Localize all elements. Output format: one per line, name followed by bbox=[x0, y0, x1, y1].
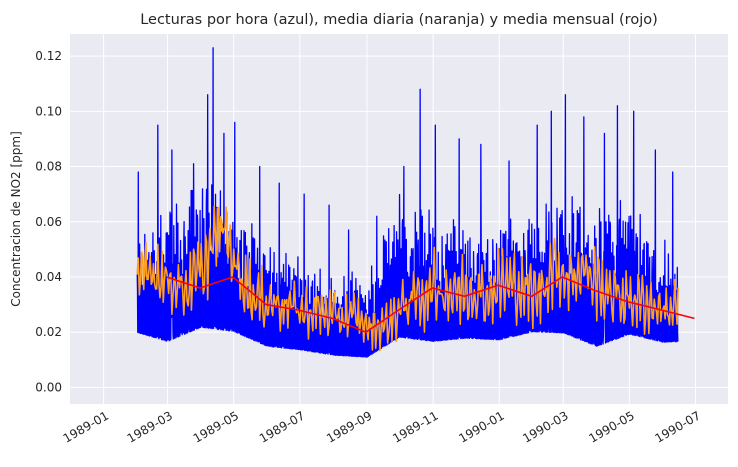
chart-title: Lecturas por hora (azul), media diaria (… bbox=[140, 12, 658, 28]
x-tick-label: 1990-03 bbox=[520, 408, 570, 445]
x-tick-label: 1990-05 bbox=[586, 408, 636, 445]
y-axis-ticks: 0.00 0.02 0.04 0.06 0.08 0.10 0.12 bbox=[35, 49, 62, 394]
y-tick-label: 0.02 bbox=[35, 325, 62, 339]
x-tick-label: 1990-01 bbox=[456, 408, 506, 445]
y-axis-label: Concentracion de NO2 [ppm] bbox=[9, 131, 23, 307]
y-tick-label: 0.00 bbox=[35, 380, 62, 394]
x-axis-ticks: 1989-01 1989-03 1989-05 1989-07 1989-09 1989-… bbox=[61, 408, 703, 445]
y-tick-label: 0.08 bbox=[35, 160, 62, 174]
y-tick-label: 0.12 bbox=[35, 49, 62, 63]
x-tick-label: 1989-03 bbox=[125, 408, 175, 445]
x-tick-label: 1989-07 bbox=[257, 408, 307, 445]
x-tick-label: 1989-01 bbox=[61, 408, 111, 445]
x-tick-label: 1989-05 bbox=[191, 408, 241, 445]
x-tick-label: 1990-07 bbox=[653, 408, 703, 445]
series-monthly bbox=[166, 276, 695, 334]
y-tick-label: 0.06 bbox=[35, 215, 62, 229]
series-daily bbox=[136, 205, 679, 352]
x-tick-label: 1989-09 bbox=[324, 408, 374, 445]
series-daily-line bbox=[136, 205, 679, 352]
y-tick-label: 0.04 bbox=[35, 270, 62, 284]
x-tick-label: 1989-11 bbox=[390, 408, 440, 445]
series-monthly-line bbox=[166, 276, 695, 334]
y-tick-label: 0.10 bbox=[35, 104, 62, 118]
